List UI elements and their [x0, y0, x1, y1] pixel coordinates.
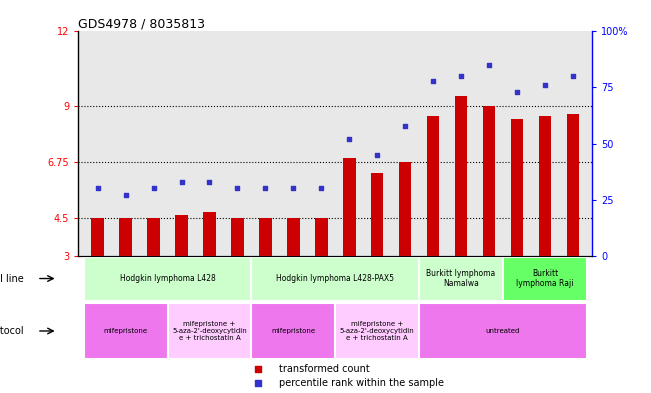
Bar: [251, 257, 419, 301]
Bar: [231, 218, 243, 255]
Bar: [203, 212, 215, 255]
Point: [316, 185, 327, 191]
Bar: [503, 257, 587, 301]
Bar: [259, 218, 271, 255]
Text: percentile rank within the sample: percentile rank within the sample: [279, 378, 444, 388]
Text: Burkitt
lymphoma Raji: Burkitt lymphoma Raji: [516, 269, 574, 288]
Bar: [84, 303, 167, 359]
Text: GDS4978 / 8035813: GDS4978 / 8035813: [78, 17, 205, 30]
Text: Burkitt lymphoma
Namalwa: Burkitt lymphoma Namalwa: [426, 269, 495, 288]
Bar: [175, 215, 188, 255]
Point: [260, 185, 271, 191]
Text: Hodgkin lymphoma L428: Hodgkin lymphoma L428: [120, 274, 215, 283]
Text: untreated: untreated: [486, 328, 520, 334]
Point: [288, 185, 299, 191]
Point: [512, 89, 522, 95]
Point: [428, 77, 438, 84]
Bar: [482, 106, 495, 255]
Text: mifepristone: mifepristone: [271, 328, 315, 334]
Bar: [538, 116, 551, 255]
Point: [484, 62, 494, 68]
Point: [400, 123, 410, 129]
Point: [120, 192, 131, 198]
Point: [540, 82, 550, 88]
Point: [568, 73, 578, 79]
Point: [91, 380, 102, 386]
Bar: [343, 158, 355, 255]
Point: [456, 73, 466, 79]
Text: mifepristone +
5-aza-2'-deoxycytidin
e + trichostatin A: mifepristone + 5-aza-2'-deoxycytidin e +…: [172, 321, 247, 341]
Bar: [167, 303, 251, 359]
Bar: [419, 257, 503, 301]
Text: protocol: protocol: [0, 326, 24, 336]
Point: [372, 152, 382, 158]
Text: transformed count: transformed count: [279, 364, 370, 373]
Bar: [335, 303, 419, 359]
Point: [204, 178, 215, 185]
Bar: [287, 218, 299, 255]
Point: [344, 136, 354, 142]
Bar: [91, 218, 104, 255]
Bar: [315, 218, 327, 255]
Bar: [455, 96, 467, 255]
Text: Hodgkin lymphoma L428-PAX5: Hodgkin lymphoma L428-PAX5: [276, 274, 395, 283]
Bar: [251, 303, 335, 359]
Bar: [371, 173, 383, 255]
Point: [232, 185, 243, 191]
Bar: [84, 257, 251, 301]
Text: mifepristone +
5-aza-2'-deoxycytidin
e + trichostatin A: mifepristone + 5-aza-2'-deoxycytidin e +…: [340, 321, 415, 341]
Point: [91, 365, 102, 372]
Text: cell line: cell line: [0, 274, 24, 283]
Bar: [119, 218, 132, 255]
Bar: [147, 218, 160, 255]
Bar: [419, 303, 587, 359]
Point: [148, 185, 159, 191]
Bar: [566, 114, 579, 255]
Point: [92, 185, 103, 191]
Bar: [510, 119, 523, 255]
Point: [176, 178, 187, 185]
Bar: [427, 116, 439, 255]
Text: mifepristone: mifepristone: [104, 328, 148, 334]
Bar: [399, 162, 411, 255]
